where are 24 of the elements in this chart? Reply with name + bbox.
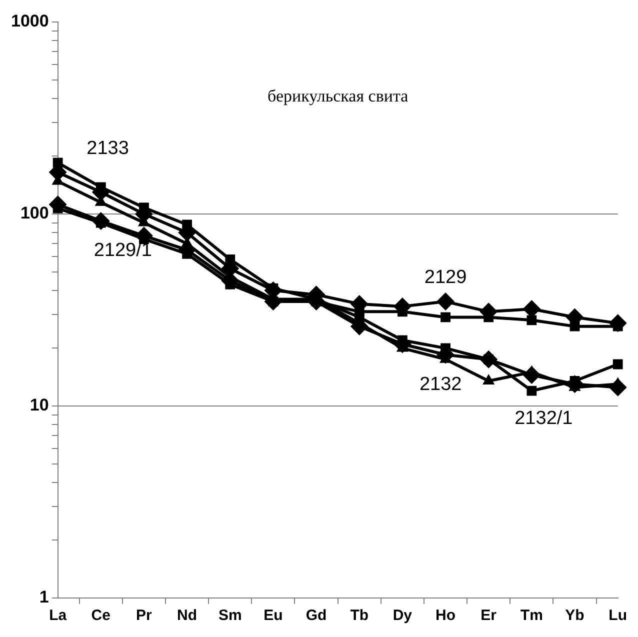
x-tick-label: Tm — [520, 607, 543, 624]
y-tick-label: 10 — [30, 396, 49, 415]
x-tick-label: Sm — [218, 607, 242, 624]
annotation: 2129/1 — [94, 240, 152, 262]
annotation: 2132/1 — [514, 408, 573, 430]
x-tick-label: Nd — [177, 607, 198, 624]
x-tick-label: Ho — [436, 607, 456, 624]
x-tick-label: Tb — [350, 607, 369, 624]
x-tick-label: Er — [480, 607, 497, 624]
y-tick-label: 1000 — [10, 12, 49, 31]
y-tick-label: 1 — [39, 588, 49, 607]
x-tick-label: Pr — [136, 607, 152, 624]
x-tick-label: Dy — [392, 607, 413, 624]
text: берикульская свита — [268, 86, 409, 106]
x-tick-label: Gd — [306, 607, 327, 624]
x-tick-label: Lu — [608, 607, 627, 624]
annotation: 2132 — [419, 374, 462, 396]
annotation: 2133 — [86, 138, 129, 159]
x-tick-label: Ce — [91, 607, 110, 624]
x-tick-label: La — [49, 607, 68, 624]
annotation: 2129 — [424, 266, 467, 288]
y-tick-label: 100 — [20, 204, 49, 223]
x-tick-label: Yb — [565, 607, 584, 624]
x-tick-label: Eu — [264, 607, 283, 624]
